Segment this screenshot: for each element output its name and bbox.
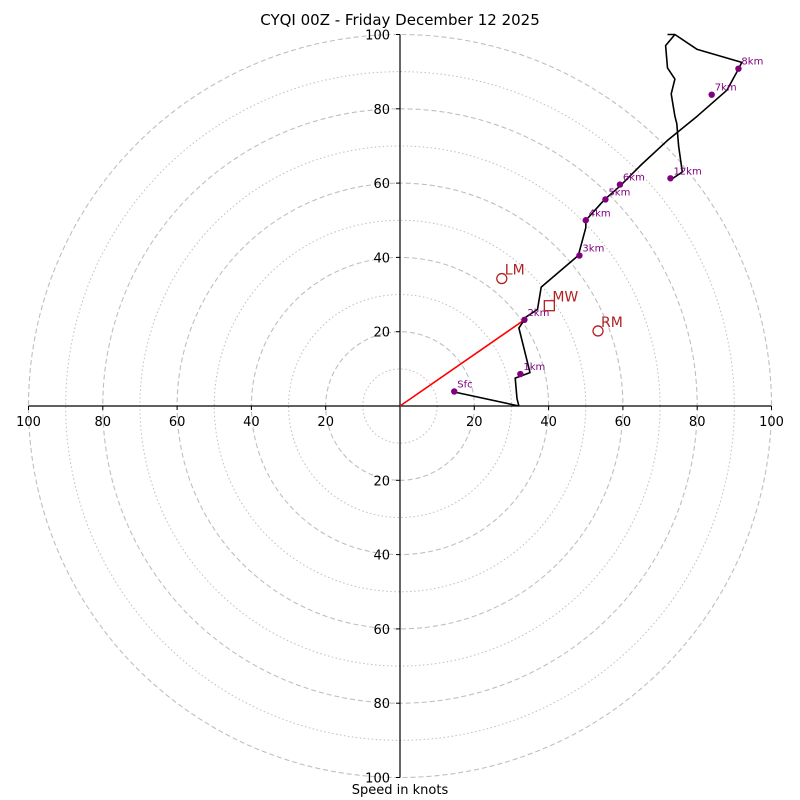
storm-motion-mw: [543, 300, 555, 312]
x-tick-label: 20: [466, 415, 483, 430]
x-tick-label: 100: [759, 415, 784, 430]
x-tick-label: 20: [317, 415, 334, 430]
hodograph-surface-segment: [451, 390, 520, 407]
x-tick-label: 60: [169, 415, 186, 430]
height-marker-label: Sfc: [457, 380, 472, 391]
height-marker-6km: [616, 181, 624, 188]
y-tick-label: 20: [373, 326, 390, 341]
storm-motion-label: LM: [505, 263, 525, 279]
x-tick-label: 80: [95, 415, 112, 430]
x-tick-label: 40: [243, 415, 260, 430]
height-marker-4km: [582, 217, 589, 224]
height-marker-label: 3km: [582, 244, 604, 255]
x-tick-label: 100: [16, 415, 41, 430]
height-marker-1km: [517, 370, 524, 378]
x-tick-label: 60: [615, 415, 632, 430]
height-marker-label: 2km: [527, 308, 549, 319]
x-axis-label: Speed in knots: [351, 783, 449, 798]
shear-vector-line: [399, 319, 525, 407]
storm-motion-markers: LM MW RM: [496, 263, 623, 337]
height-marker-label: 12km: [673, 166, 701, 177]
height-marker-2km: [521, 316, 528, 324]
height-marker-label: 6km: [623, 173, 645, 184]
chart-title: CYQI 00Z - Friday December 12 2025: [260, 11, 540, 29]
storm-motion-label: RM: [601, 315, 623, 331]
x-tick-label: 40: [540, 415, 557, 430]
axis-ticks: 100 80 60 40 20 20 40 60 80 100 100 80 60 40 20 20 40 60 8…: [16, 29, 784, 787]
height-marker-label: 4km: [589, 208, 611, 219]
height-marker-5km: [602, 196, 609, 203]
height-marker-7km: [708, 91, 715, 98]
y-tick-label: 100: [365, 772, 390, 787]
hodograph-line: [514, 33, 743, 407]
height-marker-8km: [735, 65, 742, 72]
storm-motion-lm: [496, 272, 508, 285]
storm-motion-rm: [592, 325, 604, 337]
y-tick-label: 80: [373, 697, 390, 712]
y-tick-label: 80: [373, 103, 390, 118]
height-markers: Sfc 1km 2km 3km 4km 5km 6km 7km 8km 12km: [451, 57, 763, 395]
y-tick-label: 100: [365, 29, 390, 44]
height-marker-label: 8km: [741, 57, 763, 68]
height-marker-label: 5km: [608, 187, 630, 198]
y-tick-label: 20: [373, 474, 390, 489]
hodograph-upper-profile: [664, 33, 684, 181]
y-tick-label: 60: [373, 177, 390, 192]
hodograph-series: [399, 33, 743, 407]
height-marker-label: 1km: [523, 362, 545, 373]
height-marker-sfc: [451, 388, 458, 395]
x-tick-label: 80: [689, 415, 706, 430]
y-tick-label: 40: [373, 549, 390, 564]
height-marker-label: 7km: [715, 83, 737, 94]
height-marker-3km: [576, 252, 583, 259]
storm-motion-label: MW: [552, 290, 578, 306]
y-tick-label: 60: [373, 623, 390, 638]
height-marker-12km: [667, 175, 674, 182]
y-tick-label: 40: [373, 251, 390, 266]
